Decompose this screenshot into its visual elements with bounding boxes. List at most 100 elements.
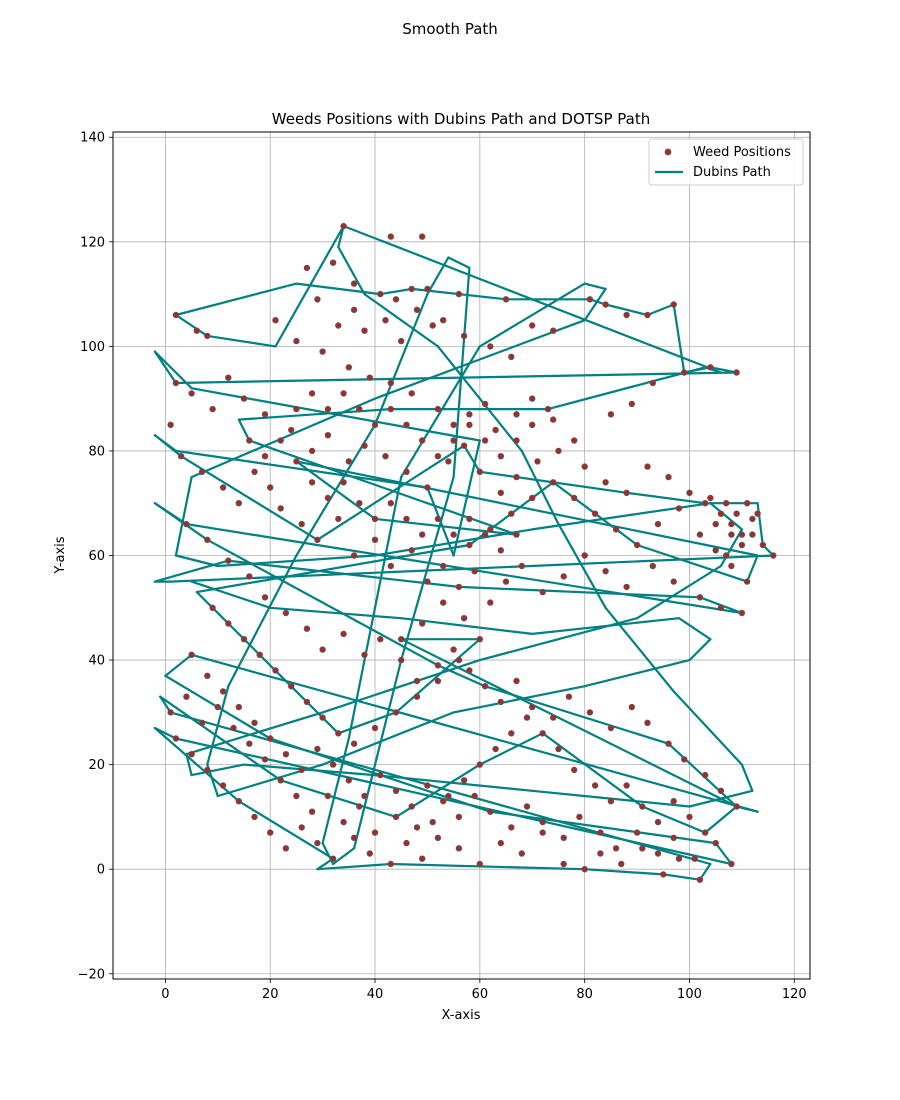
weed-point xyxy=(513,677,520,685)
weed-point xyxy=(392,296,400,303)
weed-point xyxy=(749,531,756,538)
weed-point xyxy=(586,296,594,303)
weed-point xyxy=(497,489,504,496)
weed-point xyxy=(293,337,300,345)
weed-point xyxy=(188,751,195,758)
weed-point xyxy=(550,714,557,721)
legend: Weed Positions Dubins Path xyxy=(648,138,804,186)
dubins-path-segment xyxy=(185,753,193,777)
weed-point xyxy=(518,850,525,857)
weed-point xyxy=(497,839,504,847)
weed-point xyxy=(314,839,321,847)
weed-point xyxy=(733,510,740,517)
dubins-path-segment xyxy=(174,737,733,866)
dubins-path-segment xyxy=(704,805,738,834)
chart-title: Weeds Positions with Dubins Path and DOT… xyxy=(272,110,650,128)
weed-point xyxy=(440,599,447,606)
weed-point xyxy=(460,777,468,784)
weed-point xyxy=(555,447,562,455)
dubins-path-segment xyxy=(242,763,377,777)
dubins-path-segment xyxy=(295,282,382,296)
dubins-path-segment xyxy=(740,763,754,792)
weed-point xyxy=(314,745,321,753)
weed-point xyxy=(460,442,468,449)
weed-point xyxy=(445,458,452,465)
x-tick-label: 80 xyxy=(576,987,593,1002)
weed-point xyxy=(403,468,410,475)
weed-point xyxy=(481,437,489,444)
dubins-path-segment xyxy=(195,590,214,609)
dubins-path-segment xyxy=(153,559,230,583)
weed-point xyxy=(591,782,599,789)
weed-point xyxy=(723,500,730,507)
dubins-path-segment xyxy=(520,449,560,526)
weed-point xyxy=(340,630,347,638)
weed-point xyxy=(476,468,483,475)
weed-point xyxy=(419,855,426,862)
x-tick-label: 120 xyxy=(782,987,807,1002)
weed-point xyxy=(340,390,347,397)
dubins-path-segment xyxy=(688,789,754,808)
weed-point xyxy=(539,730,546,737)
weed-point xyxy=(707,364,714,371)
weed-point xyxy=(471,568,478,575)
weed-point xyxy=(712,520,719,528)
weed-point xyxy=(419,437,426,444)
weed-point xyxy=(172,735,180,742)
dubins-path-segment xyxy=(688,638,712,662)
weed-point xyxy=(728,860,735,868)
dubins-path-segment xyxy=(169,554,775,583)
dubins-path-segment xyxy=(227,554,298,688)
weed-point xyxy=(434,662,442,669)
weed-point xyxy=(497,547,504,554)
weed-point xyxy=(193,327,200,334)
weed-point xyxy=(529,322,536,329)
weed-point xyxy=(450,437,457,444)
weed-point xyxy=(392,709,400,716)
dubins-path-segment xyxy=(174,476,193,557)
weed-point xyxy=(298,520,305,528)
weed-point xyxy=(654,520,662,528)
weed-point xyxy=(288,426,295,434)
weed-point xyxy=(277,437,284,444)
dubins-path-segment xyxy=(452,685,586,714)
weed-point xyxy=(571,766,578,774)
weed-point xyxy=(424,484,431,491)
weed-point xyxy=(560,573,567,580)
weed-point xyxy=(654,818,662,826)
weed-point xyxy=(571,437,578,444)
weed-point xyxy=(225,557,232,564)
weed-point xyxy=(649,379,656,387)
weed-point xyxy=(408,390,415,397)
weed-point xyxy=(450,531,457,538)
weed-point xyxy=(670,301,677,308)
weed-point xyxy=(434,405,442,413)
weed-point xyxy=(550,327,557,334)
dubins-path-segment xyxy=(478,282,586,348)
dubins-path-segment xyxy=(279,779,398,819)
dubins-path-segment xyxy=(672,303,686,374)
dubins-path-segment xyxy=(641,805,707,834)
weed-point xyxy=(644,719,651,726)
weed-point xyxy=(335,730,342,737)
dubins-path-segment xyxy=(436,345,481,400)
weed-point xyxy=(204,536,211,543)
weed-point xyxy=(623,311,630,319)
weed-point xyxy=(345,458,352,465)
weed-point xyxy=(466,515,473,523)
weed-point xyxy=(455,845,463,852)
weed-point xyxy=(487,808,494,815)
weed-point xyxy=(204,672,211,679)
weed-point xyxy=(324,405,332,413)
weed-point xyxy=(502,296,510,303)
dubins-path-segment xyxy=(174,371,738,385)
weed-point xyxy=(602,301,609,308)
y-ticks: −20 0 20 40 60 80 100 120 140 xyxy=(78,131,113,982)
weed-point xyxy=(513,473,520,481)
weed-point xyxy=(597,829,604,836)
weed-point xyxy=(445,792,452,800)
weed-point xyxy=(303,625,311,632)
y-axis-label: Y-axis xyxy=(53,536,68,574)
dubins-path-segment xyxy=(583,287,607,322)
weed-point xyxy=(487,526,494,533)
